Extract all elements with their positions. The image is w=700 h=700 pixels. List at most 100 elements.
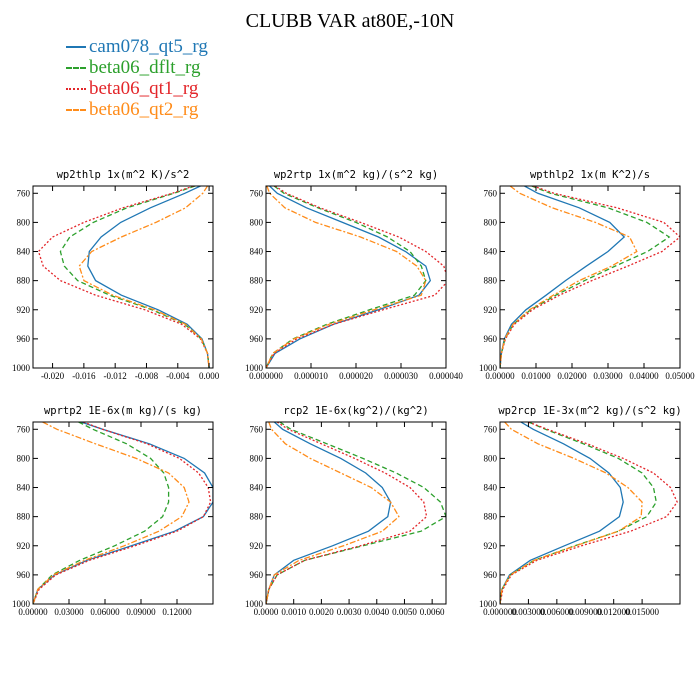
x-tick-label: 0.05000	[665, 371, 695, 381]
series-line-beta06_qt1_rg	[266, 422, 428, 604]
x-tick-label: -0.012	[104, 371, 127, 381]
panel-title: wprtp2 1E-6x(m kg)/(s kg)	[44, 405, 202, 417]
plot-frame	[32, 185, 214, 369]
series-line-cam078_qt5_rg	[266, 422, 392, 604]
series-line-beta06_dflt_rg	[33, 422, 170, 604]
y-tick-label: 1000	[245, 363, 264, 373]
series-line-beta06_dflt_rg	[500, 186, 671, 368]
x-tick-label: 0.0030	[337, 607, 362, 617]
panel-title: wp2thlp 1x(m^2 K)/s^2	[57, 169, 190, 181]
x-tick-label: 0.00000	[18, 607, 48, 617]
series-line-cam078_qt5_rg	[266, 186, 432, 368]
legend-label: beta06_dflt_rg	[89, 57, 201, 78]
y-tick-label: 800	[250, 217, 264, 227]
x-tick-label: 0.0050	[392, 607, 417, 617]
y-tick-label: 840	[484, 247, 498, 257]
series-group	[37, 186, 210, 368]
y-tick-label: 920	[17, 541, 31, 551]
y-tick-label: 880	[484, 512, 498, 522]
series-line-beta06_qt1_rg	[266, 186, 446, 368]
y-tick-label: 880	[250, 276, 264, 286]
y-tick-label: 960	[250, 334, 264, 344]
y-tick-label: 1000	[12, 599, 31, 609]
series-group	[33, 422, 213, 604]
x-tick-label: 0.012000	[597, 607, 631, 617]
y-tick-label: 760	[484, 188, 498, 198]
series-line-cam078_qt5_rg	[500, 422, 624, 604]
legend-swatch	[66, 108, 86, 111]
series-line-beta06_qt2_rg	[78, 186, 210, 368]
plot-panel: wpthlp2 1x(m K^2)/s 760 800 840 880 920 960 100…	[479, 169, 695, 381]
y-tick-label: 880	[17, 512, 31, 522]
x-tick-label: 0.000000	[249, 371, 283, 381]
x-tick-label: 0.04000	[629, 371, 659, 381]
x-tick-label: -0.016	[72, 371, 96, 381]
plot-frame	[32, 421, 214, 605]
y-tick-label: 840	[250, 483, 264, 493]
y-tick-label: 840	[484, 483, 498, 493]
x-tick-label: 0.06000	[90, 607, 120, 617]
legend-label: beta06_qt2_rg	[89, 99, 199, 120]
x-tick-label: 0.003000	[512, 607, 546, 617]
legend-swatch	[66, 45, 86, 48]
y-tick-label: 960	[484, 570, 498, 580]
y-tick-label: 1000	[12, 363, 31, 373]
series-line-cam078_qt5_rg	[87, 186, 210, 368]
y-tick-label: 840	[17, 247, 31, 257]
series-group	[266, 186, 446, 368]
x-tick-label: 0.0060	[420, 607, 445, 617]
y-tick-label: 880	[17, 276, 31, 286]
plot-panel: wprtp2 1E-6x(m kg)/(s kg) 760 800 840 880 920…	[12, 405, 214, 617]
series-group	[500, 422, 678, 604]
y-tick-label: 760	[484, 424, 498, 434]
y-tick-label: 1000	[245, 599, 264, 609]
series-line-beta06_qt2_rg	[33, 422, 190, 604]
legend-item: beta06_qt1_rg	[66, 78, 208, 99]
y-tick-label: 760	[250, 424, 264, 434]
series-line-beta06_qt1_rg	[33, 422, 212, 604]
plot-panel: wp2rcp 1E-3x(m^2 kg)/(s^2 kg)760 800 840 88…	[479, 405, 682, 617]
x-tick-label: 0.00000	[485, 371, 515, 381]
y-tick-label: 880	[484, 276, 498, 286]
plot-frame	[499, 421, 681, 605]
series-line-beta06_dflt_rg	[266, 422, 446, 604]
x-tick-label: 0.03000	[593, 371, 623, 381]
y-tick-label: 800	[250, 453, 264, 463]
series-line-beta06_qt2_rg	[266, 186, 427, 368]
y-tick-label: 960	[484, 334, 498, 344]
y-tick-label: 840	[250, 247, 264, 257]
x-tick-label: 0.000	[199, 371, 220, 381]
y-tick-label: 760	[17, 188, 31, 198]
y-tick-label: 840	[17, 483, 31, 493]
panel-title: wp2rtp 1x(m^2 kg)/(s^2 kg)	[274, 169, 438, 181]
y-tick-label: 1000	[479, 363, 498, 373]
series-line-beta06_qt1_rg	[37, 186, 210, 368]
y-tick-label: 760	[250, 188, 264, 198]
series-line-cam078_qt5_rg	[500, 186, 626, 368]
series-line-cam078_qt5_rg	[33, 422, 213, 604]
series-group	[266, 422, 446, 604]
series-line-beta06_qt1_rg	[500, 186, 680, 368]
x-tick-label: 0.0020	[309, 607, 334, 617]
y-tick-label: 960	[17, 334, 31, 344]
legend-label: beta06_qt1_rg	[89, 78, 199, 99]
y-tick-label: 920	[250, 305, 264, 315]
legend-item: cam078_qt5_rg	[66, 36, 208, 57]
series-line-beta06_qt2_rg	[266, 422, 400, 604]
x-tick-label: 0.0010	[281, 607, 306, 617]
plot-panel: rcp2 1E-6x(kg^2)/(kg^2) 760 800 840 880 920 96…	[245, 405, 447, 617]
y-tick-label: 920	[484, 305, 498, 315]
x-tick-label: 0.0040	[364, 607, 389, 617]
legend-swatch	[66, 66, 86, 69]
plot-panel: wp2rtp 1x(m^2 kg)/(s^2 kg) 760 800 840 880 92…	[245, 169, 463, 381]
series-line-beta06_qt2_rg	[500, 186, 638, 368]
x-tick-label: -0.008	[135, 371, 159, 381]
y-tick-label: 880	[250, 512, 264, 522]
legend-item: beta06_dflt_rg	[66, 57, 208, 78]
panel-title: wpthlp2 1x(m K^2)/s	[530, 169, 650, 181]
y-tick-label: 760	[17, 424, 31, 434]
x-tick-label: 0.000020	[339, 371, 373, 381]
y-tick-label: 1000	[479, 599, 498, 609]
x-tick-label: 0.01000	[521, 371, 551, 381]
